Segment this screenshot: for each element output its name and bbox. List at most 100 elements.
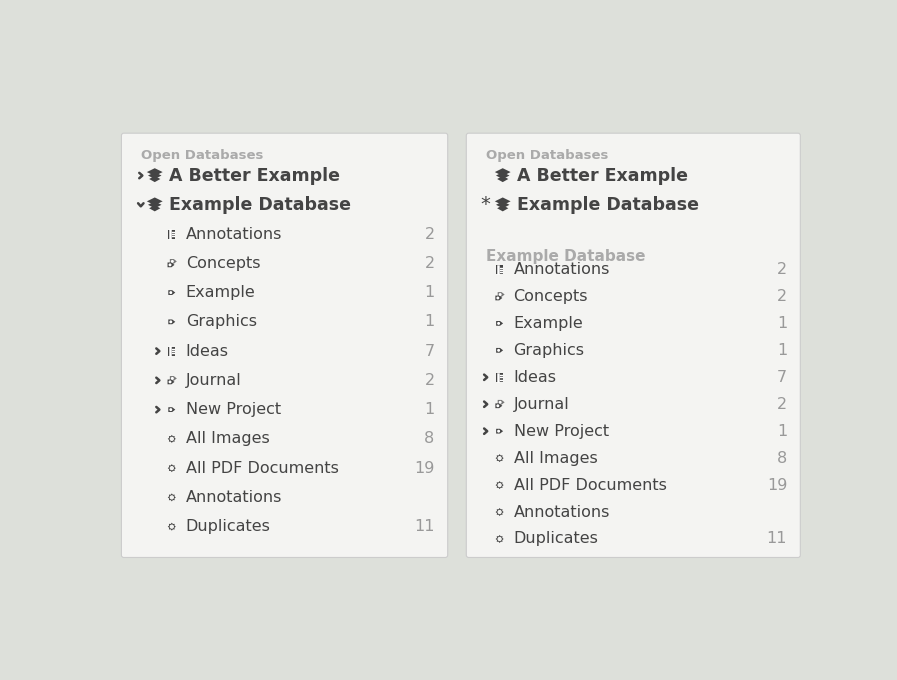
Circle shape [500, 401, 501, 403]
Polygon shape [498, 511, 501, 513]
Text: 2: 2 [777, 262, 788, 277]
Text: 8: 8 [777, 451, 788, 466]
Polygon shape [496, 348, 503, 353]
Text: 7: 7 [424, 343, 434, 358]
Text: All PDF Documents: All PDF Documents [186, 460, 339, 475]
Polygon shape [170, 496, 173, 499]
Text: 1: 1 [424, 285, 434, 300]
Text: 2: 2 [424, 226, 434, 241]
Text: 2: 2 [777, 396, 788, 411]
Text: Open Databases: Open Databases [485, 150, 608, 163]
Polygon shape [496, 535, 503, 543]
Polygon shape [495, 197, 510, 205]
Text: Concepts: Concepts [186, 256, 260, 271]
Polygon shape [168, 523, 176, 530]
Text: Journal: Journal [186, 373, 241, 388]
Polygon shape [149, 205, 161, 211]
Circle shape [171, 260, 173, 262]
Polygon shape [170, 437, 173, 441]
Text: Annotations: Annotations [514, 505, 610, 520]
Text: 8: 8 [424, 431, 434, 446]
Polygon shape [497, 205, 509, 211]
Polygon shape [148, 201, 161, 208]
Bar [168, 230, 176, 239]
Polygon shape [168, 464, 176, 472]
Text: Open Databases: Open Databases [141, 150, 263, 163]
Polygon shape [148, 172, 161, 179]
Polygon shape [147, 197, 162, 205]
Text: Ideas: Ideas [186, 343, 229, 358]
Text: 1: 1 [777, 424, 788, 439]
Polygon shape [168, 379, 175, 384]
Polygon shape [496, 508, 503, 516]
Text: New Project: New Project [186, 402, 281, 417]
Text: Example: Example [186, 285, 256, 300]
Text: New Project: New Project [514, 424, 609, 439]
Circle shape [500, 294, 501, 295]
Text: 1: 1 [777, 316, 788, 331]
Polygon shape [169, 290, 175, 295]
Bar [496, 265, 503, 274]
Polygon shape [498, 457, 501, 460]
Text: 2: 2 [424, 373, 434, 388]
Text: Journal: Journal [514, 396, 570, 411]
FancyBboxPatch shape [466, 133, 800, 558]
Text: Example Database: Example Database [169, 196, 351, 214]
Text: 19: 19 [767, 477, 788, 492]
Polygon shape [169, 407, 175, 412]
Text: All PDF Documents: All PDF Documents [514, 477, 666, 492]
Polygon shape [498, 483, 501, 487]
Text: All Images: All Images [514, 451, 597, 466]
Polygon shape [498, 292, 505, 297]
Circle shape [171, 377, 173, 379]
Bar [168, 347, 176, 356]
Text: Graphics: Graphics [186, 314, 257, 329]
Polygon shape [496, 321, 503, 326]
Polygon shape [170, 466, 173, 470]
Text: A Better Example: A Better Example [169, 167, 340, 184]
Text: Example: Example [514, 316, 583, 331]
Text: 11: 11 [767, 532, 788, 547]
Polygon shape [168, 262, 175, 267]
Text: Ideas: Ideas [514, 370, 556, 385]
Text: Example Database: Example Database [517, 196, 699, 214]
Polygon shape [168, 435, 176, 443]
Text: 1: 1 [424, 314, 434, 329]
Text: Duplicates: Duplicates [514, 532, 598, 547]
Text: 1: 1 [424, 402, 434, 417]
Text: Annotations: Annotations [514, 262, 610, 277]
Polygon shape [497, 176, 509, 182]
Polygon shape [496, 429, 503, 434]
Polygon shape [170, 376, 177, 381]
Text: Example Database: Example Database [485, 250, 645, 265]
Bar [496, 373, 503, 381]
Polygon shape [495, 296, 502, 301]
Text: 7: 7 [777, 370, 788, 385]
Text: Annotations: Annotations [186, 490, 283, 505]
Text: Concepts: Concepts [514, 289, 588, 304]
FancyBboxPatch shape [121, 133, 448, 558]
Text: *: * [481, 195, 491, 214]
Polygon shape [169, 320, 175, 324]
Polygon shape [496, 454, 503, 462]
Text: 2: 2 [777, 289, 788, 304]
Text: 19: 19 [414, 460, 434, 475]
Polygon shape [495, 168, 510, 176]
Text: Duplicates: Duplicates [186, 519, 271, 534]
Polygon shape [495, 403, 502, 408]
Circle shape [498, 350, 500, 351]
Text: Graphics: Graphics [514, 343, 585, 358]
Circle shape [497, 405, 499, 407]
Text: 1: 1 [777, 343, 788, 358]
Polygon shape [496, 481, 503, 489]
Polygon shape [498, 537, 501, 541]
Text: A Better Example: A Better Example [517, 167, 688, 184]
Polygon shape [149, 176, 161, 182]
Circle shape [497, 297, 499, 299]
Text: All Images: All Images [186, 431, 269, 446]
Polygon shape [496, 201, 509, 208]
Polygon shape [168, 494, 176, 501]
Polygon shape [496, 172, 509, 179]
Circle shape [170, 321, 171, 322]
Text: 2: 2 [424, 256, 434, 271]
